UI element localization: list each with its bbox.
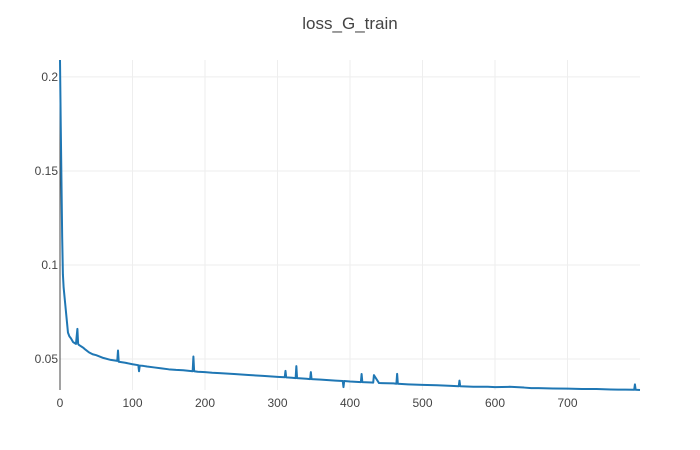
y-axis-ticks: 0.05 0.1 0.15 0.2 — [35, 70, 59, 366]
chart-title: loss_G_train — [302, 14, 398, 33]
y-tick-label: 0.1 — [41, 258, 58, 272]
x-tick-label: 100 — [122, 396, 142, 410]
grid — [60, 60, 640, 390]
x-tick-label: 500 — [412, 396, 432, 410]
y-tick-label: 0.2 — [41, 70, 58, 84]
x-tick-label: 600 — [485, 396, 505, 410]
x-axis-ticks: 0 100 200 300 400 500 600 700 — [57, 396, 578, 410]
x-tick-label: 200 — [195, 396, 215, 410]
x-tick-label: 0 — [57, 396, 64, 410]
x-tick-label: 700 — [557, 396, 577, 410]
y-tick-label: 0.15 — [35, 164, 59, 178]
y-tick-label: 0.05 — [35, 352, 59, 366]
x-tick-label: 300 — [267, 396, 287, 410]
x-tick-label: 400 — [340, 396, 360, 410]
series-line — [59, 59, 641, 391]
plot-area — [59, 59, 641, 391]
